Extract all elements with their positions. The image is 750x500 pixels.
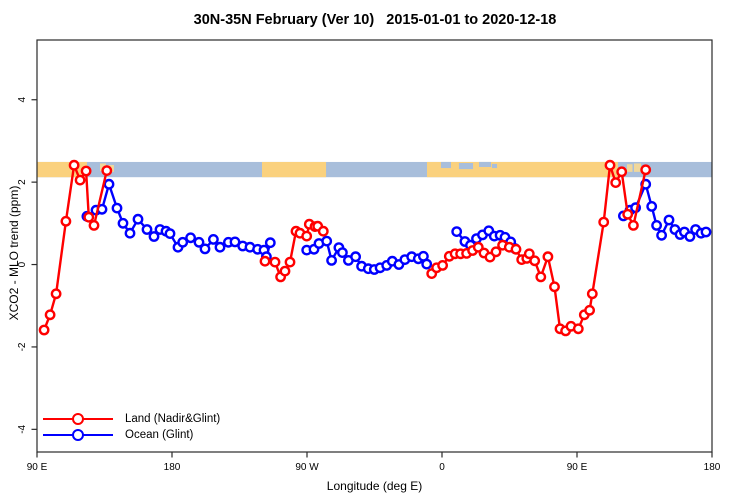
x-tick-label: 0 <box>439 462 445 473</box>
x-tick-label: 90 W <box>295 462 319 473</box>
land-series-point <box>510 243 522 255</box>
legend: Land (Nadir&Glint) Ocean (Glint) <box>43 411 220 443</box>
ocean-series-point <box>132 213 144 225</box>
ocean-series-point <box>451 226 463 238</box>
ocean-series-point <box>111 202 123 214</box>
ocean-series-point <box>684 231 696 242</box>
y-tick-label: -2 <box>17 342 28 351</box>
land-series-point <box>60 215 72 227</box>
land-series-point <box>610 177 622 189</box>
land-series-point <box>317 225 329 237</box>
y-tick-label: 4 <box>17 97 28 103</box>
land-series-point <box>535 271 547 283</box>
land-series-point <box>584 304 595 316</box>
land-series-point <box>68 159 80 171</box>
land-series-point <box>523 248 535 260</box>
ocean-speck <box>440 161 451 169</box>
land-series-point <box>622 208 634 220</box>
ocean-series-point <box>651 219 662 231</box>
land-series-point <box>88 219 100 231</box>
ocean-series-point <box>177 236 189 248</box>
ocean-series-point <box>117 217 129 229</box>
land-series-point <box>549 281 560 293</box>
land-series-point <box>101 165 113 177</box>
land-series-point <box>284 256 296 268</box>
ocean-series-point <box>663 214 675 226</box>
ocean-series-point <box>199 243 211 255</box>
y-tick-label: -4 <box>17 424 28 433</box>
x-tick-label: 180 <box>704 462 721 473</box>
land-series-point <box>301 230 313 242</box>
pale-land-speck <box>626 164 633 172</box>
land-series-point <box>490 246 502 258</box>
land-series-point <box>437 259 448 271</box>
ocean-series-point <box>214 241 226 253</box>
land-series-point <box>640 164 652 176</box>
land-series-point <box>74 174 86 186</box>
land-band-segment <box>427 161 618 178</box>
ocean-series-point <box>103 178 115 190</box>
ocean-series-point <box>148 231 160 242</box>
land-series-line <box>430 163 647 333</box>
ocean-series-point <box>700 226 712 238</box>
ocean-series-point <box>207 233 219 245</box>
ocean-series-point <box>264 237 276 249</box>
ocean-series-point <box>141 224 153 235</box>
ocean-series-point <box>336 247 348 259</box>
ocean-series-point <box>656 229 667 241</box>
land-band-segment <box>262 161 327 178</box>
land-series-point <box>80 165 92 177</box>
land-series-point <box>598 216 610 228</box>
ocean-series-point <box>646 200 658 212</box>
ocean-speck <box>491 163 498 169</box>
ocean-series-point <box>193 236 205 248</box>
land-series-point <box>542 251 554 263</box>
land-series-point <box>83 211 95 223</box>
ocean-series-point <box>164 228 176 240</box>
ocean-series-point <box>326 254 337 266</box>
ocean-series-point <box>321 235 333 247</box>
land-series-point <box>529 255 541 267</box>
ocean-speck <box>479 161 492 167</box>
ocean-series-point <box>185 232 197 244</box>
land-series-point <box>259 255 271 267</box>
land-series-point <box>50 288 62 300</box>
legend-label-land: Land (Nadir&Glint) <box>125 413 221 425</box>
x-axis-title: Longitude (deg E) <box>326 479 423 493</box>
land-series-point <box>269 256 281 268</box>
land-series-point <box>572 323 584 335</box>
x-tick-label: 180 <box>164 462 181 473</box>
plot-border <box>36 39 713 453</box>
x-tick-label: 90 E <box>567 462 588 473</box>
land-series-point <box>38 324 50 336</box>
legend-item-ocean: Ocean (Glint) <box>43 427 220 443</box>
ocean-speck <box>458 163 474 170</box>
land-series-line <box>42 163 109 332</box>
legend-label-ocean: Ocean (Glint) <box>125 429 194 441</box>
ocean-series-point <box>350 251 361 263</box>
land-series-point <box>604 159 616 171</box>
ocean-series-point <box>124 227 136 239</box>
land-series-point <box>279 265 291 277</box>
y-tick-label: 2 <box>17 179 28 185</box>
land-series-point <box>44 309 56 321</box>
pale-land-speck <box>634 163 642 172</box>
legend-item-land: Land (Nadir&Glint) <box>43 411 220 427</box>
land-marker-icon <box>43 411 113 427</box>
ocean-series-point <box>421 258 433 270</box>
land-series-point <box>586 288 598 300</box>
y-tick-label: 0 <box>17 261 28 267</box>
chart-title: 30N-35N February (Ver 10) 2015-01-01 to … <box>193 12 557 28</box>
ocean-marker-icon <box>43 427 113 443</box>
x-tick-label: 90 E <box>27 462 48 473</box>
land-series-point <box>616 166 628 178</box>
land-series-point <box>628 219 639 231</box>
y-axis-title: XCO2 - MLO trend (ppm) <box>7 185 21 321</box>
